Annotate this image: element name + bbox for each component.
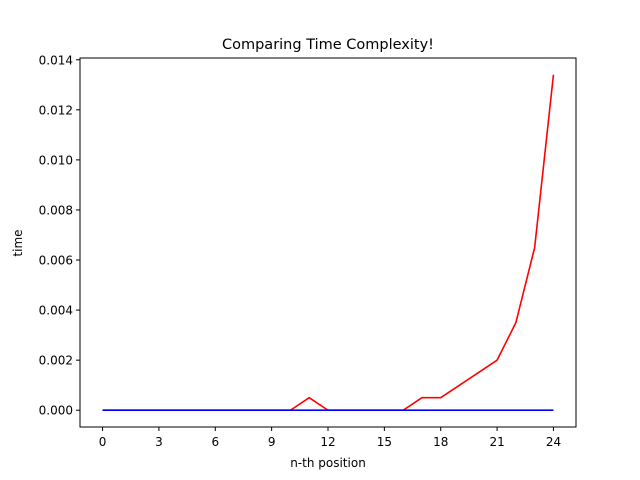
plot-frame	[79, 57, 577, 428]
y-tick-label: 0.004	[39, 304, 73, 318]
y-tick-label: 0.012	[39, 103, 73, 117]
series-line-1	[102, 74, 555, 412]
x-axis-title: n-th position	[290, 456, 366, 470]
y-tick-label: 0.002	[39, 354, 73, 368]
y-tick-label: 0.010	[39, 153, 73, 167]
y-axis: 0.000 0.002 0.004 0.006 0.008 0.010 0.012 0.014	[39, 53, 80, 418]
x-tick-label: 24	[546, 435, 561, 449]
y-tick-label: 0.014	[39, 53, 73, 67]
x-tick-label: 15	[377, 435, 392, 449]
y-tick-label: 0.006	[39, 254, 73, 268]
x-tick-label: 3	[155, 435, 163, 449]
y-tick-label: 0.000	[39, 404, 73, 418]
chart-title: Comparing Time Complexity!	[222, 37, 434, 53]
x-tick-label: 18	[433, 435, 448, 449]
x-tick-label: 9	[268, 435, 276, 449]
x-tick-label: 6	[211, 435, 219, 449]
x-tick-label: 0	[99, 435, 107, 449]
x-axis: 0 3 6 9 12 15 18 21 24	[99, 427, 561, 449]
y-tick-label: 0.008	[39, 203, 73, 217]
x-tick-label: 21	[489, 435, 504, 449]
y-axis-title: time	[11, 229, 25, 256]
x-tick-label: 12	[320, 435, 335, 449]
series-layer	[102, 74, 555, 412]
